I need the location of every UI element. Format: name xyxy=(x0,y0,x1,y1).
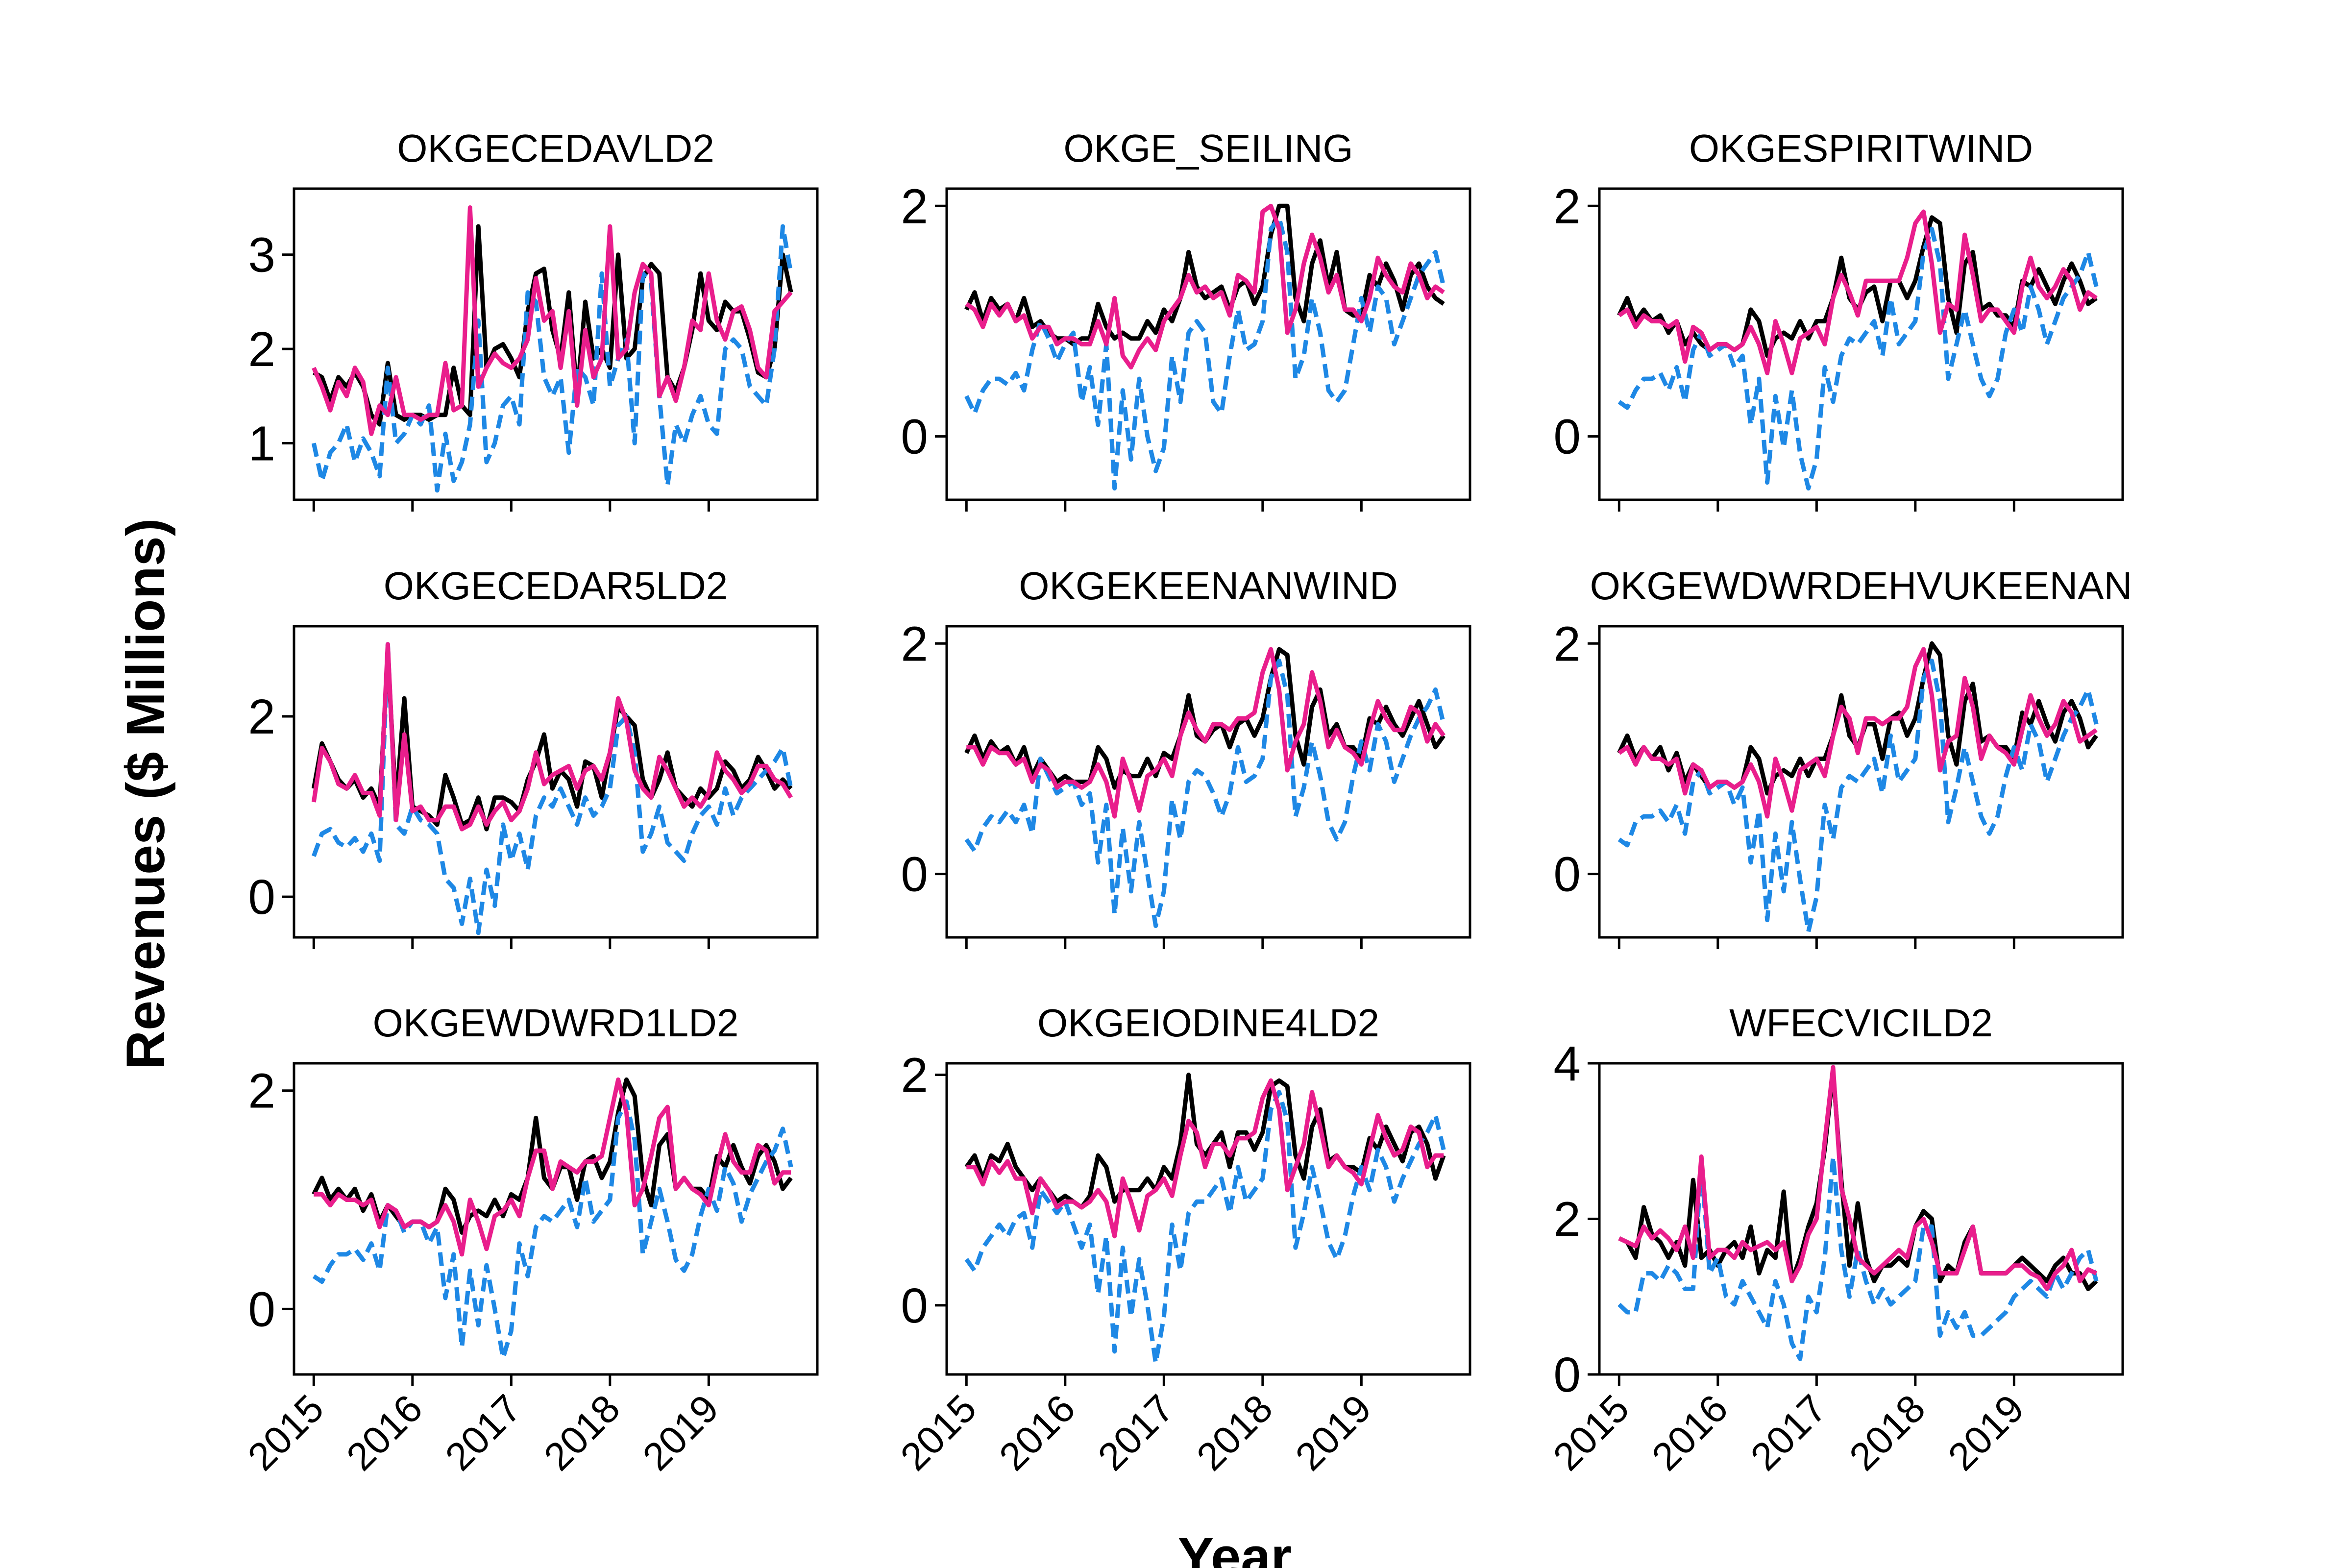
subplot-title: WFECVICILD2 xyxy=(1729,1001,1993,1045)
subplot-4: OKGECEDAR5LD2 0 2 xyxy=(248,564,819,949)
series-line-3 xyxy=(1617,209,2098,375)
subplot-grid: OKGECEDAVLD2123OKGE_SEILING02OKGESPIRITW… xyxy=(240,126,2132,1479)
figure-ylabel: Revenues ($ Millions) xyxy=(116,518,176,1070)
subplot-5: OKGEKEENANWIND 0 2 xyxy=(901,564,1471,949)
y-tick-label: 2 xyxy=(1553,616,1581,671)
y-tick-label: 2 xyxy=(248,689,275,744)
subplot-title: OKGECEDAR5LD2 xyxy=(384,564,728,608)
series-line-3 xyxy=(312,205,793,436)
subplot-6: OKGEWDWRDEHVUKEENAN 0 2 xyxy=(1553,564,2132,949)
y-tick-label: 2 xyxy=(901,1048,928,1103)
subplot-title: OKGEKEENANWIND xyxy=(1019,564,1397,608)
series-line-2 xyxy=(964,1090,1446,1365)
series-line-3 xyxy=(966,1078,1444,1239)
series-line-2 xyxy=(964,215,1446,490)
axes-frame xyxy=(1598,187,2124,501)
subplot-title: OKGECEDAVLD2 xyxy=(397,126,714,170)
series-line-3 xyxy=(966,647,1446,819)
y-tick-label: 2 xyxy=(1553,179,1581,234)
y-tick-label: 2 xyxy=(248,1064,275,1119)
series-line-2 xyxy=(311,224,793,493)
subplot-title: OKGEWDWRDEHVUKEENAN xyxy=(1590,564,2132,608)
y-tick-label: 1 xyxy=(248,416,275,471)
y-tick-label: 0 xyxy=(901,410,928,465)
series-line-3 xyxy=(314,1077,791,1257)
y-tick-label: 0 xyxy=(248,870,275,925)
y-tick-label: 2 xyxy=(901,616,928,671)
subplot-title: OKGE_SEILING xyxy=(1063,126,1353,170)
y-tick-label: 0 xyxy=(1553,410,1581,465)
subplot-title: OKGEWDWRD1LD2 xyxy=(373,1001,739,1045)
figure-xlabel: Year xyxy=(1178,1527,1292,1568)
series-line-3 xyxy=(311,642,793,832)
y-tick-label: 3 xyxy=(248,228,275,283)
y-tick-label: 0 xyxy=(901,847,928,902)
subplot-2: OKGE_SEILING 0 2 xyxy=(901,126,1471,512)
subplot-3: OKGESPIRITWIND 0 2 xyxy=(1553,126,2124,512)
series-line-3 xyxy=(1617,647,2098,819)
subplot-title: OKGEIODINE4LD2 xyxy=(1037,1001,1379,1045)
axes-frame xyxy=(293,1062,819,1376)
y-tick-label: 0 xyxy=(248,1282,275,1337)
series-line-3 xyxy=(965,203,1445,369)
series-line-2 xyxy=(1617,659,2099,934)
axes-frame xyxy=(945,187,1471,501)
y-tick-label: 0 xyxy=(1553,1348,1581,1402)
y-tick-label: 4 xyxy=(1553,1036,1581,1091)
axes-frame xyxy=(945,625,1471,939)
y-tick-label: 2 xyxy=(1553,1192,1581,1247)
series-line-2 xyxy=(312,642,793,935)
axes-frame xyxy=(293,625,819,939)
axes-frame xyxy=(1598,625,2124,939)
y-tick-label: 0 xyxy=(1553,847,1581,902)
axes-frame xyxy=(293,187,819,501)
axes-frame xyxy=(945,1062,1471,1376)
subplot-1: OKGECEDAVLD2 1 2 3 xyxy=(248,126,819,512)
y-tick-label: 0 xyxy=(901,1278,928,1333)
series-line-3 xyxy=(1618,1065,2098,1291)
y-tick-label: 2 xyxy=(901,179,928,234)
subplot-title: OKGESPIRITWIND xyxy=(1689,126,2033,170)
y-tick-label: 2 xyxy=(248,322,275,377)
